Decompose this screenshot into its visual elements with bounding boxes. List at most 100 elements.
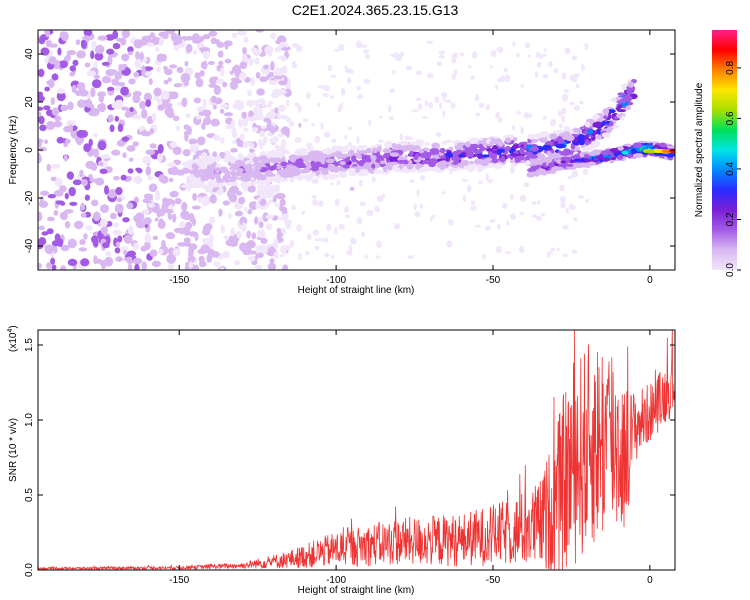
spectrogram-cell bbox=[314, 237, 322, 242]
spectrogram-cell bbox=[195, 77, 204, 88]
spectrogram-cell bbox=[134, 263, 140, 270]
spectrogram-cell bbox=[259, 204, 267, 210]
spectrogram-cell bbox=[234, 79, 243, 84]
spectrogram-cell bbox=[279, 205, 284, 212]
spectrogram-cell bbox=[144, 232, 152, 243]
spectrogram-cell bbox=[550, 247, 556, 251]
spectrogram-cell bbox=[406, 164, 414, 170]
spectrogram-cell bbox=[98, 93, 104, 103]
spectrogram-cell bbox=[255, 30, 265, 33]
spectrogram-cell bbox=[198, 111, 207, 116]
spectrogram-cell bbox=[625, 105, 632, 111]
spectrogram-cell bbox=[367, 168, 373, 173]
spectrogram-cell bbox=[90, 87, 96, 98]
x-tick-label: -150 bbox=[169, 275, 189, 286]
spectrogram-cell bbox=[273, 251, 279, 260]
spectrogram-cell bbox=[259, 130, 266, 138]
spectrogram-cell bbox=[496, 148, 505, 153]
spectrogram-cell bbox=[504, 145, 511, 151]
spectrogram-cell bbox=[165, 30, 176, 35]
spectrogram-cell bbox=[163, 102, 173, 108]
spectrogram-cell bbox=[565, 207, 569, 214]
spectrogram-cell bbox=[644, 144, 654, 148]
spectrogram-cell bbox=[191, 163, 198, 170]
y-tick-label: 40 bbox=[24, 48, 35, 60]
spectrogram-cell bbox=[46, 120, 55, 131]
spectrogram-cell bbox=[617, 145, 624, 151]
spectrogram-cell bbox=[201, 122, 206, 131]
snr-x-axis-label: Height of straight line (km) bbox=[298, 585, 415, 596]
spectrogram-cell bbox=[560, 200, 566, 209]
spectrogram-cell bbox=[297, 175, 305, 179]
spectrogram-cell bbox=[338, 223, 346, 230]
spectrogram-cell bbox=[323, 237, 329, 243]
spectrogram-cell bbox=[608, 121, 614, 127]
spectrogram-cell bbox=[121, 136, 130, 142]
spectrogram-cell bbox=[442, 110, 446, 118]
spectrogram-cell bbox=[46, 163, 51, 172]
spectrogram-cell bbox=[322, 92, 329, 98]
spectrogram-cell bbox=[147, 175, 154, 181]
spectrogram-cell bbox=[677, 149, 685, 153]
spectrogram-cell bbox=[420, 175, 426, 181]
spectrogram-cell bbox=[126, 202, 134, 210]
spectrogram-cell bbox=[465, 141, 471, 148]
spectrogram-cell bbox=[624, 94, 633, 102]
spectrogram-cell bbox=[122, 217, 130, 223]
spectrogram-cell bbox=[399, 146, 404, 151]
spectrogram-cell bbox=[227, 213, 233, 219]
spectrogram-cell bbox=[257, 174, 267, 181]
spectrogram-cell bbox=[151, 112, 157, 122]
spectrogram-cell bbox=[274, 47, 283, 53]
spectrogram-cell bbox=[119, 64, 126, 71]
spectrogram-cell bbox=[278, 80, 288, 86]
spectrogram-cell bbox=[367, 119, 372, 127]
spectrogram-cell bbox=[325, 158, 335, 164]
spectrogram-cell bbox=[328, 153, 334, 158]
spectrogram-cell bbox=[296, 224, 302, 232]
spectrogram-cell bbox=[543, 144, 552, 149]
spectrogram-cell bbox=[330, 254, 334, 259]
spectrogram-cell bbox=[139, 51, 144, 61]
spectrogram-cell bbox=[247, 89, 252, 97]
spectrogram-cell bbox=[47, 194, 56, 199]
spectrogram-cell bbox=[445, 139, 453, 144]
spectrogram-cell bbox=[343, 206, 350, 213]
spectrogram-cell bbox=[97, 103, 103, 110]
spectrogram-cell bbox=[365, 156, 372, 163]
spectrogram-cell bbox=[471, 51, 478, 59]
spectrogram-cell bbox=[193, 97, 202, 104]
spectrogram-cell bbox=[239, 61, 248, 70]
spectrogram-cell bbox=[311, 194, 317, 199]
spectrogram-cell bbox=[127, 225, 134, 236]
spectrogram-cell bbox=[320, 238, 324, 242]
spectrogram-cell bbox=[195, 177, 202, 184]
spectrogram-cell bbox=[311, 178, 319, 184]
spectrogram-cell bbox=[208, 30, 218, 37]
spectrogram-cell bbox=[258, 98, 265, 104]
colorbar-tick-label: 0.6 bbox=[725, 111, 736, 125]
spectrogram-cell bbox=[247, 57, 254, 65]
spectrogram-cell bbox=[503, 67, 508, 73]
spectrogram-cell bbox=[234, 161, 243, 165]
spectrogram-cell bbox=[117, 123, 124, 133]
spectrogram-cell bbox=[474, 158, 479, 165]
spectrogram-cell bbox=[116, 99, 124, 108]
spectrogram-cell bbox=[68, 124, 74, 133]
spectrogram-cell bbox=[90, 199, 99, 207]
spectrogram-cell bbox=[218, 208, 223, 217]
spectrogram-cell bbox=[192, 49, 198, 56]
spectrogram-cell bbox=[147, 202, 155, 208]
spectrogram-cell bbox=[495, 245, 502, 254]
spectrogram-cell bbox=[66, 50, 77, 56]
spectrogram-cell bbox=[425, 153, 432, 157]
spectrogram-cell bbox=[571, 170, 579, 178]
spectrogram-cell bbox=[71, 84, 77, 94]
spectrogram-cell bbox=[268, 50, 272, 57]
spectrogram-cell bbox=[132, 141, 139, 147]
spectrogram-cell bbox=[592, 114, 598, 122]
spectrogram-cell bbox=[428, 101, 434, 109]
spectrogram-cell bbox=[197, 169, 208, 174]
spectrogram-cell bbox=[366, 209, 374, 217]
spectrogram-cell bbox=[501, 202, 508, 209]
